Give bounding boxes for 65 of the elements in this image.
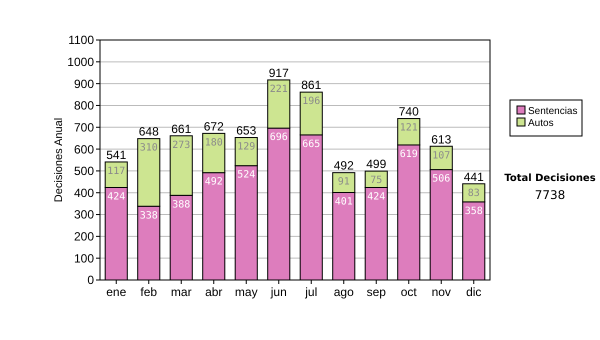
legend-label: Sentencias [528, 106, 578, 117]
data-label: 506 [432, 174, 450, 185]
data-label: 310 [140, 142, 158, 154]
data-label: 424 [367, 191, 386, 202]
total-label: 740 [398, 104, 420, 119]
data-label: 619 [400, 148, 418, 160]
x-tick-label: ene [106, 285, 127, 299]
data-label: 75 [370, 175, 382, 186]
y-tick-label: 900 [74, 76, 94, 91]
y-tick-label: 600 [74, 142, 94, 156]
x-tick-label: feb [140, 285, 158, 299]
data-label: 91 [338, 176, 350, 188]
data-label: 121 [400, 122, 418, 134]
data-label: 196 [302, 96, 320, 108]
data-label: 180 [204, 137, 223, 148]
total-label: 661 [171, 122, 192, 136]
total-label: 492 [334, 158, 354, 173]
total-label: 861 [301, 78, 322, 92]
total-label: 653 [236, 124, 257, 138]
y-tick-label: 1100 [68, 33, 94, 48]
data-label: 401 [334, 196, 353, 208]
total-label: 648 [138, 124, 160, 139]
y-tick-label: 1000 [67, 55, 94, 70]
x-tick-label: mar [170, 285, 192, 299]
text: 7738 [534, 188, 566, 202]
data-label: 83 [468, 188, 480, 199]
data-label: 221 [270, 84, 288, 95]
x-tick-label: may [234, 285, 258, 299]
data-label: 338 [140, 210, 158, 222]
y-tick-label: 800 [74, 98, 94, 113]
y-tick-label: 0 [87, 273, 94, 288]
data-label: 665 [302, 138, 320, 150]
x-tick-label: jul [304, 285, 318, 299]
total-label: 541 [106, 148, 127, 162]
y-axis-title: Decisiones Anual [53, 118, 65, 202]
y-tick-label: 400 [74, 186, 94, 200]
x-tick-label: nov [432, 285, 451, 299]
x-tick-label: ago [334, 285, 354, 299]
x-tick-label: jun [270, 285, 287, 299]
legend-label: Autos [528, 118, 554, 129]
data-label: 524 [237, 170, 256, 181]
y-tick-label: 300 [74, 208, 94, 222]
data-label: 492 [204, 176, 223, 188]
x-tick-label: sep [366, 285, 386, 299]
y-tick-label: 200 [74, 230, 94, 244]
data-label: 424 [107, 191, 126, 202]
data-label: 388 [172, 199, 190, 210]
total-label: 917 [268, 66, 290, 80]
total-label: 672 [204, 119, 224, 134]
text: Total Decisiones [504, 173, 596, 184]
data-label: 696 [270, 132, 288, 144]
data-label: 107 [432, 150, 450, 162]
data-label: 129 [237, 142, 256, 153]
total-label: 441 [464, 170, 484, 184]
y-tick-label: 100 [74, 251, 94, 266]
total-label: 613 [431, 132, 452, 146]
y-tick-label: 500 [74, 164, 94, 178]
total-label: 499 [366, 157, 387, 172]
data-label: 358 [464, 206, 483, 217]
x-tick-label: abr [205, 285, 222, 299]
x-tick-label: dic [466, 285, 482, 299]
data-label: 117 [107, 166, 126, 177]
x-tick-label: oct [400, 285, 418, 299]
y-tick-label: 700 [74, 120, 94, 134]
data-label: 273 [172, 140, 190, 151]
